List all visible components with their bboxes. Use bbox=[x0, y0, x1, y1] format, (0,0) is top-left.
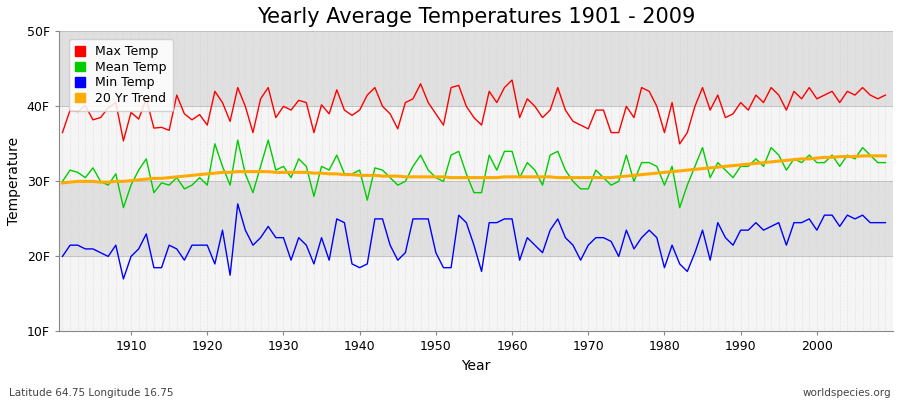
Bar bbox=[58, 31, 893, 106]
X-axis label: Year: Year bbox=[461, 359, 491, 373]
Title: Yearly Average Temperatures 1901 - 2009: Yearly Average Temperatures 1901 - 2009 bbox=[256, 7, 695, 27]
Bar bbox=[58, 256, 893, 332]
Bar bbox=[58, 106, 893, 181]
Y-axis label: Temperature: Temperature bbox=[7, 137, 21, 226]
Bar bbox=[58, 181, 893, 256]
Text: Latitude 64.75 Longitude 16.75: Latitude 64.75 Longitude 16.75 bbox=[9, 388, 174, 398]
Text: worldspecies.org: worldspecies.org bbox=[803, 388, 891, 398]
Legend: Max Temp, Mean Temp, Min Temp, 20 Yr Trend: Max Temp, Mean Temp, Min Temp, 20 Yr Tre… bbox=[69, 39, 173, 111]
